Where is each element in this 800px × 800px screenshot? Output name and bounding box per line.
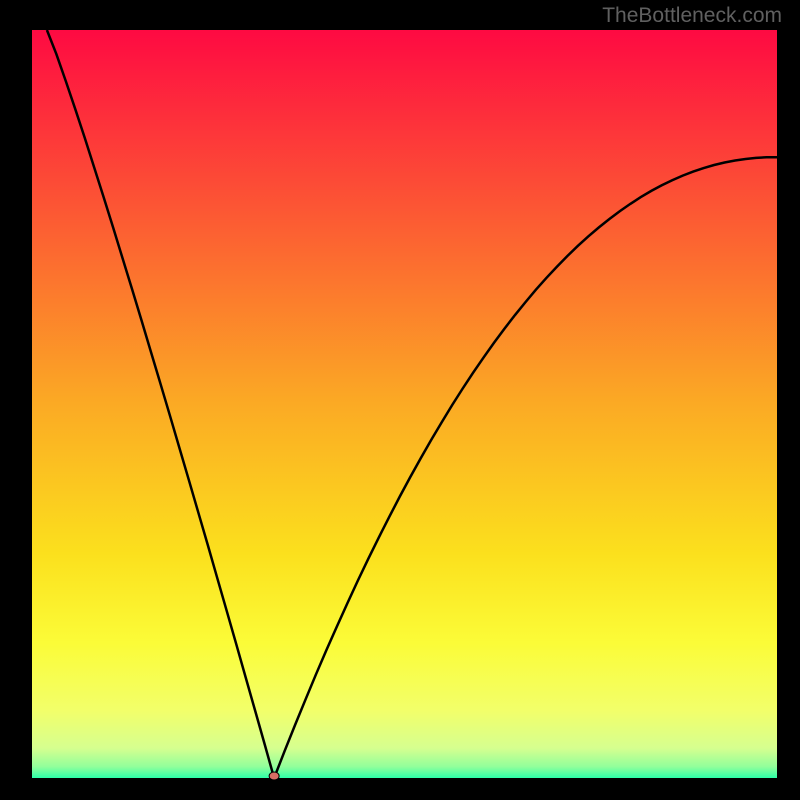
plot-area (32, 30, 777, 778)
watermark-text: TheBottleneck.com (602, 4, 782, 28)
